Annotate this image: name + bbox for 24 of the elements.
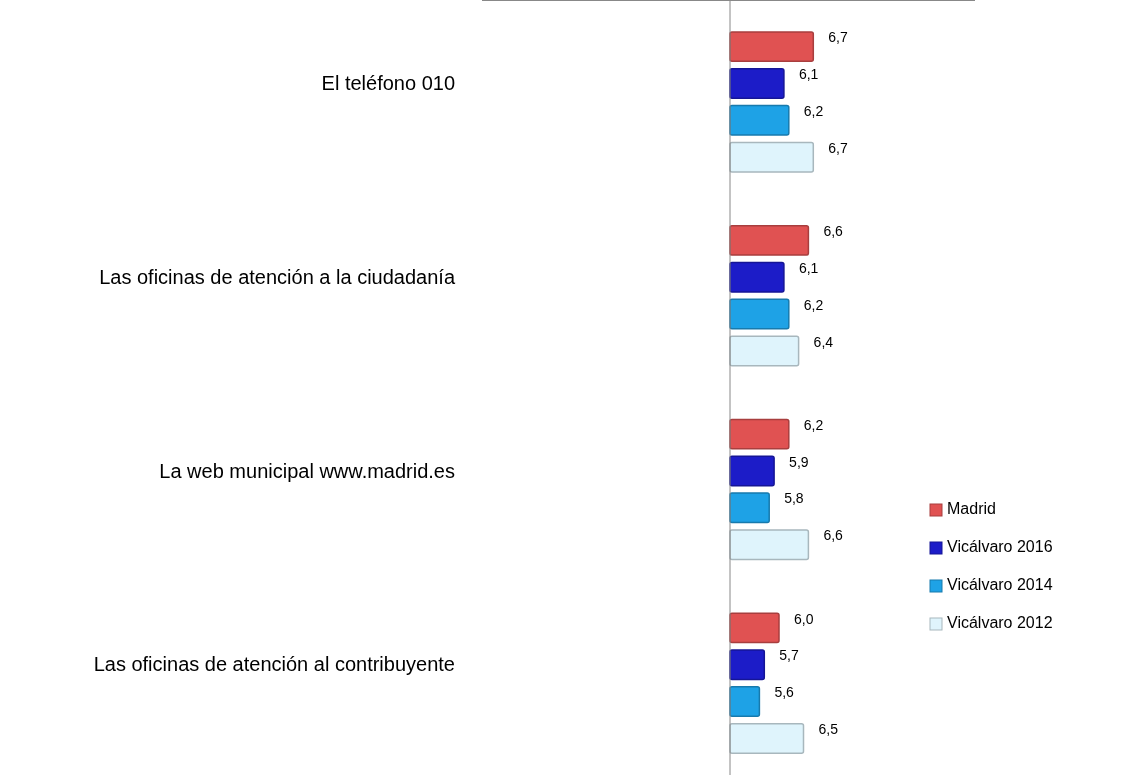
data-label: 6,1 xyxy=(798,66,819,83)
data-label: 6,6 xyxy=(823,223,844,240)
y-tick-label: El teléfono 010 xyxy=(321,72,455,95)
data-label: 5,6 xyxy=(774,684,795,701)
data-label: 5,8 xyxy=(784,490,804,507)
y-tick-label: Las oficinas de atención a la ciudadanía xyxy=(99,265,456,288)
data-label: 6,1 xyxy=(798,259,819,276)
data-label: 6,5 xyxy=(818,721,839,738)
y-tick-label: Las oficinas de atención al contribuyente xyxy=(93,653,455,676)
data-label: 6,2 xyxy=(803,103,824,119)
data-label: 5,9 xyxy=(789,453,809,470)
data-label: 6,4 xyxy=(813,333,834,350)
y-tick-label: La web municipal www.madrid.es xyxy=(159,459,455,482)
legend-label: Vicálvaro 2014 xyxy=(947,576,1053,594)
data-label: 6,7 xyxy=(828,139,848,156)
data-label: 6,2 xyxy=(803,416,824,433)
legend-label: Vicálvaro 2016 xyxy=(947,538,1053,556)
legend-label: Vicálvaro 2012 xyxy=(947,614,1053,632)
data-label: 6,6 xyxy=(823,527,844,544)
data-label: 5,7 xyxy=(779,647,799,664)
legend-label: Madrid xyxy=(947,500,996,518)
data-label: 6,0 xyxy=(794,610,814,627)
data-label: 6,2 xyxy=(803,296,824,313)
data-label: 6,7 xyxy=(828,29,848,46)
